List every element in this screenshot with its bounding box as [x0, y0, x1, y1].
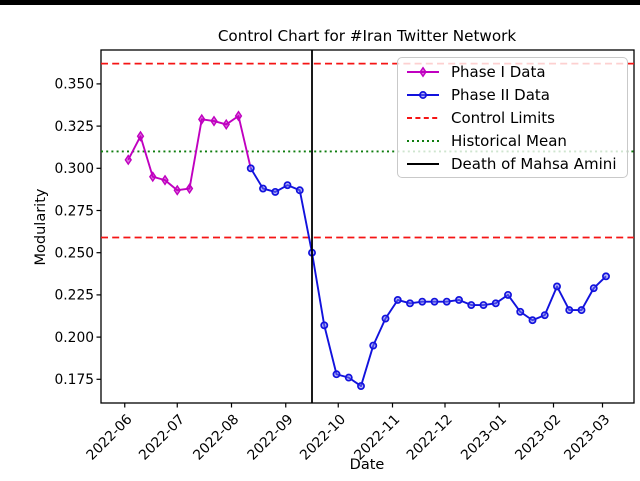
legend-item-label: Phase I Data	[451, 62, 546, 81]
phase2-marker	[418, 297, 427, 306]
x-tick-label: 2022-10	[297, 412, 349, 464]
x-tick-label: 2023-03	[561, 412, 613, 464]
legend-item-label: Death of Mahsa Amini	[451, 154, 617, 173]
legend-item-label: Historical Mean	[451, 131, 567, 150]
x-tick-label: 2023-02	[512, 412, 564, 464]
y-tick-label: 0.275	[55, 203, 95, 219]
x-axis-label: Date	[350, 457, 385, 473]
phase2-marker	[504, 290, 512, 299]
x-tick-label: 2022-08	[190, 412, 242, 464]
phase2-marker	[553, 282, 561, 291]
phase2-marker	[344, 373, 353, 382]
phase2-marker	[295, 186, 304, 195]
legend-swatch-dotted-icon	[407, 139, 439, 142]
phase2-marker	[357, 382, 365, 391]
chart-title: Control Chart for #Iran Twitter Network	[218, 27, 517, 45]
phase2-marker	[516, 307, 525, 316]
y-tick-label: 0.300	[55, 161, 95, 177]
phase2-marker	[369, 341, 378, 350]
phase1-line	[127, 115, 252, 192]
phase2-marker	[577, 306, 586, 315]
phase2-marker	[602, 272, 610, 281]
x-tick-label: 2022-09	[244, 412, 296, 464]
phase1-marker	[149, 171, 157, 183]
phase2-line	[249, 167, 607, 388]
figure-top-rule	[0, 0, 640, 5]
legend-item: Control Limits	[405, 106, 623, 129]
legend-item: Death of Mahsa Amini	[405, 152, 623, 175]
phase2-marker	[455, 296, 463, 304]
legend-swatch-solid-icon	[407, 162, 439, 165]
phase2-marker	[406, 299, 414, 308]
phase2-marker	[540, 311, 549, 320]
phase2-marker	[320, 321, 329, 330]
phase2-marker	[283, 181, 292, 190]
phase2-marker	[246, 164, 255, 173]
x-tick-label: 2022-12	[404, 412, 456, 464]
x-tick-label: 2023-01	[458, 412, 510, 464]
phase2-marker	[528, 316, 537, 325]
phase2-marker	[430, 297, 439, 306]
legend-swatch-dashed-icon	[407, 116, 439, 119]
phase1-marker	[185, 183, 194, 195]
phase2-marker	[467, 301, 476, 309]
phase2-marker	[381, 314, 390, 323]
plot-border	[100, 49, 635, 404]
phase2-marker	[271, 187, 280, 196]
y-tick-label: 0.225	[55, 288, 95, 304]
y-tick-label: 0.350	[55, 77, 95, 93]
legend-item-label: Phase II Data	[451, 85, 550, 104]
phase2-marker	[442, 297, 451, 306]
y-tick-label: 0.175	[55, 372, 95, 388]
phase1-marker	[222, 118, 230, 130]
x-tick-label: 2022-06	[83, 412, 135, 464]
phase1-marker	[173, 184, 181, 196]
phase2-marker	[332, 370, 341, 379]
x-tick-label: 2022-11	[351, 412, 403, 464]
y-axis-label: Modularity	[33, 188, 49, 265]
phase2-marker	[589, 284, 598, 293]
y-tick-label: 0.250	[55, 246, 95, 262]
legend-item: Phase II Data	[405, 83, 623, 106]
x-tick-label: 2022-07	[136, 412, 188, 464]
phase1-marker	[210, 115, 218, 127]
legend-item: Historical Mean	[405, 129, 623, 152]
legend-item: Phase I Data	[405, 60, 623, 83]
phase2-marker	[259, 184, 267, 193]
phase2-marker	[565, 306, 574, 315]
phase2-marker	[491, 299, 500, 308]
phase2-marker	[479, 301, 488, 309]
legend: Phase I Data Phase II Data Control Limits H…	[397, 57, 628, 178]
legend-swatch-solid-circle-icon	[407, 90, 439, 99]
phase1-marker	[198, 113, 206, 125]
phase1-marker	[161, 174, 169, 186]
phase1-marker	[124, 154, 132, 166]
phase1-marker	[234, 110, 243, 122]
legend-swatch-solid-diamond-icon	[407, 65, 439, 78]
legend-item-label: Control Limits	[451, 108, 555, 127]
phase1-marker	[136, 130, 145, 142]
y-tick-label: 0.200	[55, 330, 95, 346]
y-tick-label: 0.325	[55, 119, 95, 135]
phase2-marker	[393, 296, 402, 304]
